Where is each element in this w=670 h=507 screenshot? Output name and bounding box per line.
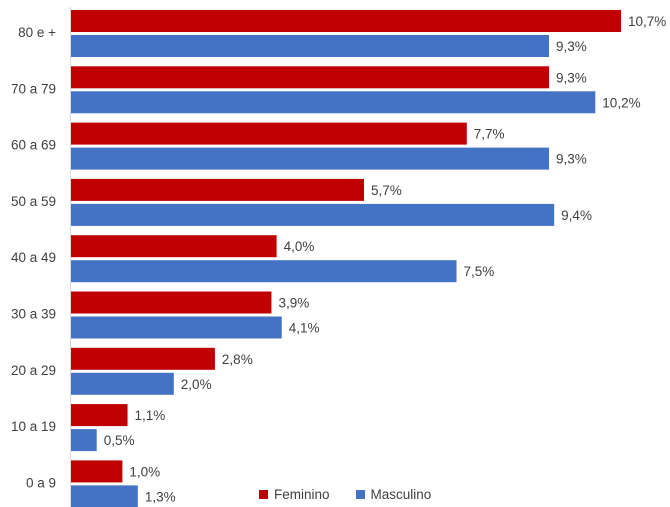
data-label-masculino: 9,3% [556, 152, 587, 167]
bar-masculino [71, 147, 550, 170]
bar-feminino [71, 460, 123, 483]
legend-item-feminino: Feminino [259, 487, 330, 502]
data-label-feminino: 3,9% [278, 296, 309, 311]
bar-masculino [71, 35, 550, 57]
legend-swatch-feminino [259, 490, 268, 499]
bar-feminino [71, 235, 277, 258]
category-tick-label: 30 a 39 [11, 307, 56, 322]
bar-masculino [71, 372, 174, 395]
legend-label-feminino: Feminino [274, 487, 330, 502]
legend-swatch-masculino [355, 490, 365, 499]
data-label-feminino: 1,0% [129, 464, 160, 479]
data-label-feminino: 2,8% [222, 352, 253, 367]
data-label-masculino: 0,5% [104, 433, 135, 448]
legend-label-masculino: Masculino [370, 487, 432, 502]
data-label-feminino: 10,7% [628, 14, 666, 29]
bar-feminino [71, 178, 364, 201]
category-tick-label: 50 a 59 [11, 194, 56, 209]
legend: Feminino Masculino [259, 487, 431, 502]
bar-masculino [71, 260, 457, 283]
data-label-masculino: 2,0% [181, 377, 212, 392]
bar-feminino [71, 10, 621, 32]
data-label-masculino: 10,2% [602, 95, 640, 110]
bar-feminino [71, 404, 128, 427]
bar-masculino [71, 203, 555, 226]
category-tick-label: 40 a 49 [11, 250, 56, 265]
data-label-feminino: 7,7% [474, 127, 505, 142]
data-label-feminino: 1,1% [135, 408, 166, 423]
bar-feminino [71, 347, 215, 370]
data-label-masculino: 7,5% [464, 264, 495, 279]
bar-feminino [71, 122, 467, 145]
data-label-masculino: 4,1% [289, 321, 320, 336]
bar-masculino [71, 429, 97, 452]
category-tick-label: 10 a 19 [11, 419, 56, 434]
category-tick-label: 70 a 79 [11, 81, 56, 96]
data-label-feminino: 4,0% [284, 239, 315, 254]
legend-item-masculino: Masculino [355, 487, 432, 502]
bar-masculino [71, 485, 138, 507]
data-label-feminino: 9,3% [556, 70, 587, 85]
category-tick-label: 0 a 9 [26, 475, 56, 490]
data-label-feminino: 5,7% [371, 183, 402, 198]
data-label-masculino: 9,4% [561, 208, 592, 223]
bar-feminino [71, 291, 272, 314]
data-label-masculino: 9,3% [556, 39, 587, 54]
category-tick-label: 20 a 29 [11, 363, 56, 378]
category-tick-label: 60 a 69 [11, 138, 56, 153]
bar-feminino [71, 66, 550, 89]
bar-masculino [71, 316, 282, 339]
category-tick-label: 80 e + [18, 25, 56, 40]
data-label-masculino: 1,3% [145, 489, 176, 504]
bar-masculino [71, 91, 596, 114]
